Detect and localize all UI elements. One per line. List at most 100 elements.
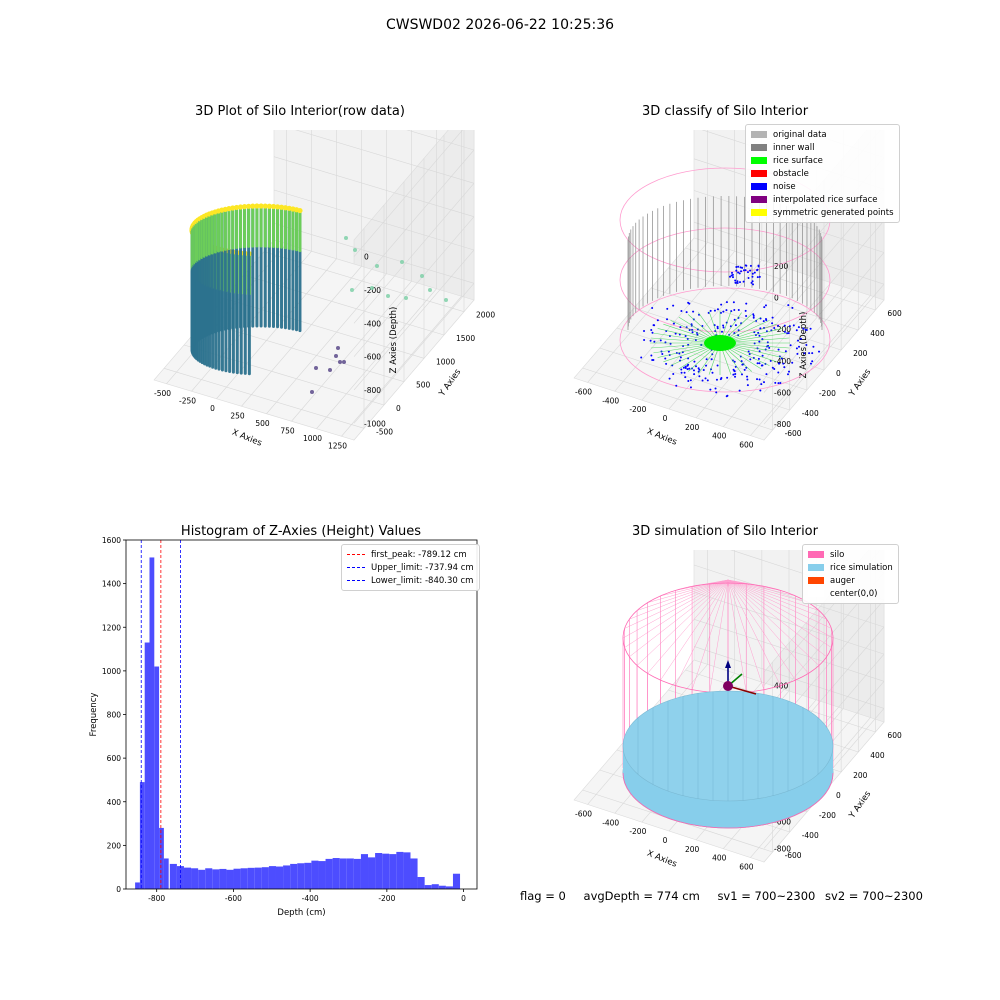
panel1-ytick: 1000 — [436, 357, 455, 366]
panel2-noise-point — [752, 283, 755, 286]
panel2-ytick: -600 — [785, 429, 802, 438]
panel2-noise-point — [789, 344, 792, 347]
panel3-legend-label: first_peak: -789.12 cm — [371, 549, 467, 560]
panel2-legend-item: inner wall — [751, 141, 894, 154]
panel1-wall-top-point — [262, 203, 268, 209]
panel2-noise-point — [740, 373, 743, 376]
panel2-ztick: -600 — [774, 389, 791, 398]
panel2-noise-point — [734, 281, 737, 284]
panel2-noise-point — [764, 317, 767, 320]
panel2-noise-point — [650, 328, 653, 331]
panel4-center-marker — [723, 681, 733, 691]
panel1-gridline — [406, 130, 475, 151]
panel2-noise-point — [751, 275, 754, 278]
panel2-noise-point — [679, 356, 682, 359]
panel1-xlabel: X Axies — [230, 428, 263, 449]
panel1-gridline — [241, 266, 362, 407]
panel2-noise-point — [744, 269, 747, 272]
panel4-ytick: -400 — [802, 831, 819, 840]
panel2-noise-point — [745, 264, 748, 267]
panel4-silo-roof-line — [727, 579, 781, 686]
panel3-bar — [205, 868, 213, 889]
panel2-noise-point — [709, 388, 712, 391]
panel1-outlier-point — [428, 288, 432, 292]
panel2-noise-point — [763, 306, 766, 309]
panel4-silo-roof-line — [727, 579, 832, 629]
panel1-ztick: -600 — [364, 353, 381, 362]
panel2-noise-point — [792, 324, 795, 327]
panel1-outlier-point — [350, 288, 354, 292]
panel3-bar — [149, 557, 155, 889]
panel2-noise-point — [678, 352, 681, 355]
panel4-silo-roof-line — [727, 579, 809, 674]
panel1-outlier-point — [400, 260, 404, 264]
panel3-bar — [275, 866, 284, 889]
panel2-zlabel: Z Axies (Depth) — [799, 312, 809, 379]
panel3-bar — [445, 886, 453, 889]
panel2-noise-point — [722, 310, 725, 313]
panel3-bar — [438, 885, 446, 889]
panel2-ztick: -400 — [774, 357, 791, 366]
panel2-noise-point — [732, 368, 735, 371]
panel2-noise-point — [778, 362, 781, 365]
panel2-noise-point — [735, 265, 738, 268]
panel2-legend-swatch — [751, 209, 767, 216]
panel3-bar — [403, 852, 411, 889]
panel2-noise-point — [661, 352, 664, 355]
panel1-wall-top-point — [254, 203, 260, 209]
panel2-noise-point — [747, 350, 750, 353]
panel4-silo-roof-line — [624, 579, 729, 629]
panel1-xtick: -500 — [154, 389, 171, 398]
panel4-legend: silo rice simulation auger center(0,0) — [802, 544, 899, 604]
panel2-noise-point — [716, 308, 719, 311]
panel2-noise-point — [693, 360, 696, 363]
panel2-noise-point — [649, 339, 652, 342]
panel2-silo-ring — [619, 287, 831, 393]
panel2-points — [619, 167, 831, 398]
panel2-noise-point — [693, 373, 696, 376]
panel4-silo-roof-line — [629, 579, 729, 620]
panel1-gridline — [273, 156, 475, 217]
panel2-noise-point — [752, 314, 755, 317]
panel4-xlabel: X Axies — [645, 849, 678, 870]
panel2-noise-point — [783, 324, 786, 327]
status-line: flag = 0 avgDepth = 774 cm sv1 = 700~230… — [520, 889, 937, 903]
panel2-noise-point — [779, 381, 782, 384]
panel2-noise-point — [702, 368, 705, 371]
panel2-noise-point — [733, 318, 736, 321]
panel1-wall-top-point — [274, 204, 281, 210]
panel2-noise-point — [747, 276, 750, 279]
panel2-gridline — [582, 367, 773, 431]
panel2-noise-point — [756, 362, 759, 365]
panel2-gridline — [763, 283, 885, 425]
panel4-legend-item: center(0,0) — [808, 587, 893, 600]
panel2-noise-point — [742, 269, 745, 272]
panel2-xtick: 0 — [663, 414, 668, 423]
panel1-ztick: -800 — [364, 386, 381, 395]
panel1-gridline — [353, 149, 475, 291]
panel2-noise-point — [757, 265, 760, 268]
panel4-silo-roof-line — [727, 579, 827, 620]
panel2-noise-point — [667, 350, 670, 353]
panel2-ytick: 400 — [870, 329, 885, 338]
panel2-noise-point — [686, 368, 689, 371]
panel1-gridline — [291, 281, 412, 422]
panel2-noise-point — [742, 280, 745, 283]
panel2-noise-point — [694, 365, 697, 368]
panel4-scene — [622, 579, 834, 829]
panel1-ytick: 0 — [396, 404, 401, 413]
panel2-noise-point — [731, 273, 734, 276]
panel2-noise-point — [811, 360, 814, 363]
panel3-bar — [290, 863, 298, 889]
panel3-legend-item: Upper_limit: -737.94 cm — [347, 561, 474, 574]
panel2-noise-point — [705, 358, 708, 361]
panel2-noise-point — [758, 378, 761, 381]
panel2-noise-point — [740, 270, 743, 273]
panel2-noise-point — [725, 395, 728, 398]
panel2-noise-point — [684, 334, 687, 337]
panel2-noise-point — [672, 322, 675, 325]
status-sv2: sv2 = 700~2300 — [825, 889, 923, 903]
panel2-noise-point — [746, 271, 749, 274]
panel2-noise-point — [719, 378, 722, 381]
panel1-gridline — [183, 344, 385, 406]
